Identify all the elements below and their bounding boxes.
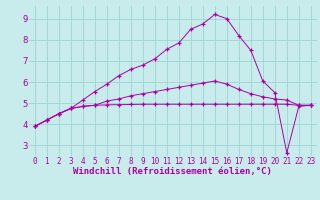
X-axis label: Windchill (Refroidissement éolien,°C): Windchill (Refroidissement éolien,°C): [73, 167, 272, 176]
